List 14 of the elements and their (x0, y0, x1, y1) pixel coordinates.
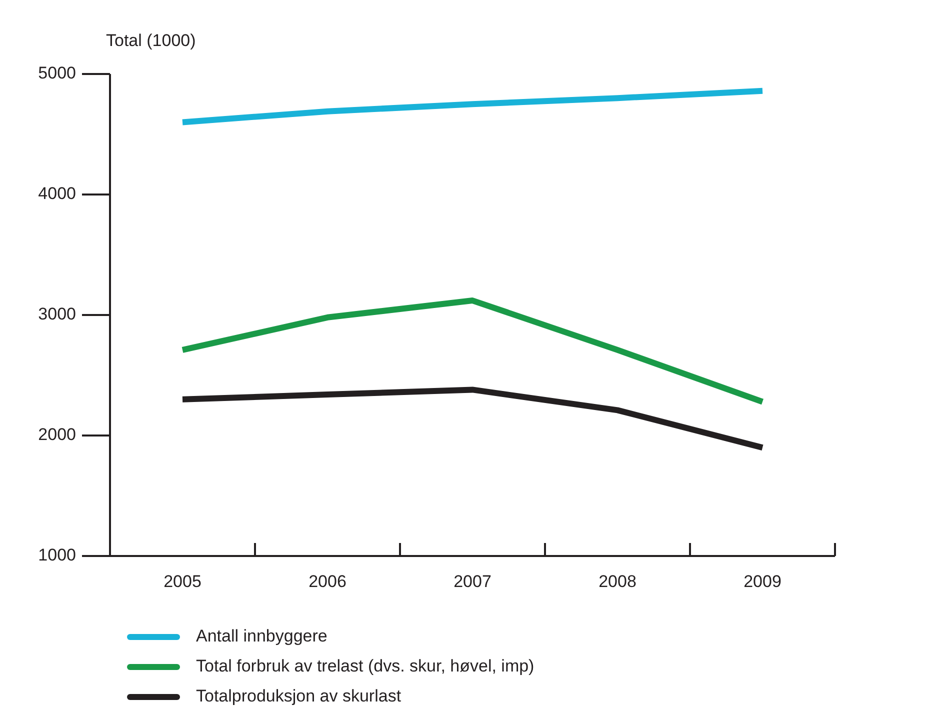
y-tick-label: 2000 (38, 424, 76, 444)
x-tick-label: 2009 (744, 572, 782, 591)
y-tick-label: 1000 (38, 545, 76, 564)
legend-label: Total forbruk av trelast (dvs. skur, høvel, imp) (196, 656, 534, 676)
y-tick-label: 3000 (38, 304, 76, 324)
legend-label: Antall innbyggere (196, 626, 328, 646)
x-tick-label: 2007 (454, 572, 492, 591)
y-tick-label: 5000 (38, 63, 76, 82)
y-tick-label: 4000 (38, 184, 76, 203)
x-tick-label: 2008 (598, 572, 636, 591)
x-tick-label: 2006 (308, 572, 346, 591)
legend-label: Totalproduksjon av skurlast (196, 686, 402, 706)
y-axis-title: Total (1000) (106, 31, 196, 50)
x-tick-label: 2005 (164, 572, 202, 591)
